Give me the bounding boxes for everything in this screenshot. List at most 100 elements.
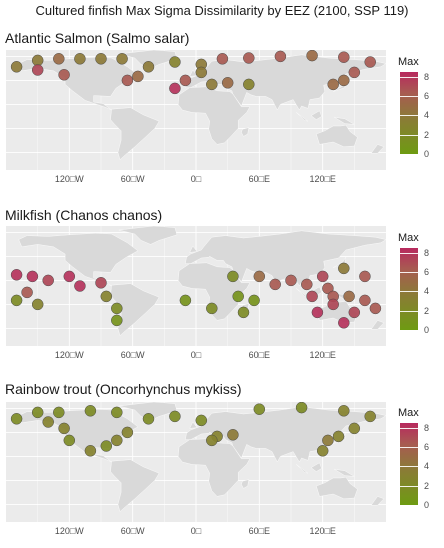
eez-region [253,403,266,415]
eez-region [10,294,23,307]
eez-region [100,290,113,303]
legend-salmon: Max 0 2 4 6 8 [398,56,444,166]
legend-tick-mark [400,330,418,331]
legend-tick-mark [400,154,418,155]
eez-region [179,74,192,87]
eez-region [58,422,70,435]
eez-region [338,405,350,417]
panel-title-trout: Rainbow trout (Oncorhynchus mykiss) [5,381,242,397]
eez-region [221,77,234,89]
eez-region [316,445,329,457]
eez-region [338,262,350,275]
eez-region [95,277,107,289]
map-svg-salmon [6,50,386,170]
x-tick-label: 60□W [120,526,145,536]
eez-region [10,61,23,73]
eez-region [216,53,229,65]
legend-colorbar [400,248,418,330]
eez-region [121,74,134,87]
legend-tick-label: 6 [424,91,430,102]
legend-tick-mark [400,466,418,468]
land-greenland [118,50,178,69]
legend-tick-mark [400,485,418,487]
eez-region [63,434,76,447]
x-tick-label: 120□W [54,174,84,184]
land-sumatra [296,288,309,298]
legend-title: Max [398,56,419,68]
legend-trout: Max 0 2 4 6 8 [398,407,444,517]
eez-region [248,294,260,307]
eez-region [243,78,255,91]
map-svg-milkfish [6,226,386,346]
legend-tick-label: 0 [424,149,430,159]
legend-tick-label: 4 [424,286,430,297]
eez-region [311,306,324,319]
eez-region [316,270,329,283]
eez-region [10,269,23,281]
land-new-guinea [334,469,355,477]
eez-region [322,434,334,447]
legend-tick-mark [400,76,418,78]
eez-region [74,280,86,292]
x-tick-label: 60□W [120,350,145,360]
legend-title: Max [398,407,419,419]
x-tick-label: 0□ [190,174,202,184]
x-tick-label: 120□W [54,526,84,536]
land-australia [316,124,358,148]
eez-region [26,270,39,283]
land-madagascar [241,479,250,489]
legend-tick-label: 6 [424,267,430,278]
x-tick-label: 120□E [309,174,336,184]
legend-tick-mark [400,115,418,117]
land-greenland [118,402,178,421]
eez-region [31,64,44,76]
main-title: Cultured finfish Max Sigma Dissimilarity… [35,3,409,18]
eez-region [301,278,313,291]
eez-region [348,66,361,79]
eez-region [169,410,181,423]
legend-tick-label: 4 [424,110,430,121]
eez-region [338,74,350,87]
x-tick-label: 0□ [190,526,202,536]
land-sumatra [296,112,309,122]
land-uk [189,421,198,429]
eez-region [121,426,134,439]
legend-tick-mark [400,505,418,506]
eez-region [243,52,255,64]
eez-region [206,302,218,315]
land-south-america [110,459,160,512]
legend-tick-label: 0 [424,500,430,510]
legend-colorbar [400,423,418,505]
x-tick-label: 120□E [309,526,336,536]
eez-region [53,406,65,419]
x-tick-label: 60□W [120,174,145,184]
legend-tick-mark [400,134,418,136]
eez-region [10,413,23,425]
eez-region [269,278,281,291]
legend-tick-mark [400,96,418,98]
land-greenland [118,226,178,245]
eez-region [338,51,350,63]
eez-region [100,440,113,452]
eez-region [74,53,86,65]
eez-region [142,61,155,73]
x-tick-label: 0□ [190,350,202,360]
eez-region [84,445,97,457]
eez-region [253,270,266,283]
land-new-zealand [370,496,385,506]
legend-tick-label: 4 [424,461,430,472]
eez-region [343,290,355,303]
eez-region [42,274,54,287]
x-ticks-salmon: 120□W 60□W 0□ 60□E 120□E [6,174,386,186]
eez-region [348,422,361,435]
eez-region [295,402,308,414]
land-uk [189,69,198,77]
eez-region [142,413,155,425]
legend-milkfish: Max 0 2 4 6 8 [398,232,444,342]
eez-region [195,414,208,427]
eez-region [274,50,287,63]
x-tick-label: 60□E [248,174,271,184]
legend-tick-label: 6 [424,442,430,453]
eez-region [232,290,244,303]
land-sumatra [296,464,309,474]
